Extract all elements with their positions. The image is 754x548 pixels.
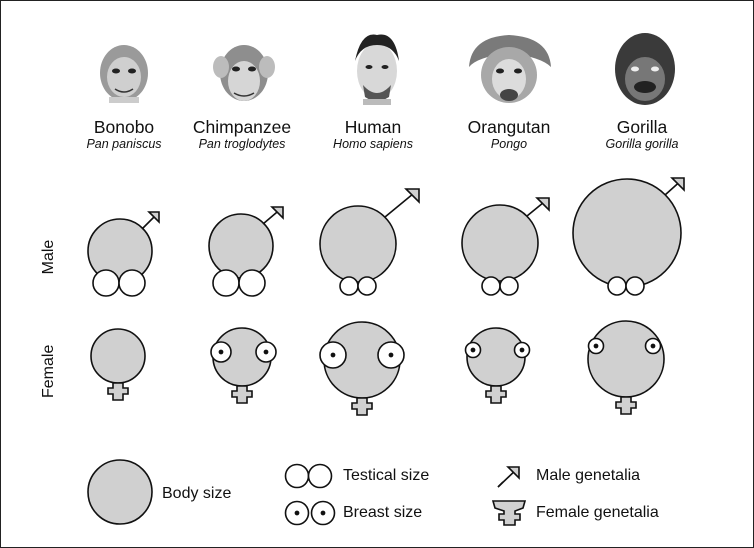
legend-male-genitalia-icon bbox=[497, 466, 520, 488]
legend-graphics bbox=[87, 459, 527, 526]
species-sci-chimpanzee: Pan troglodytes bbox=[198, 137, 286, 151]
row-label-male: Male bbox=[40, 239, 57, 275]
species-sci-gorilla: Gorilla gorilla bbox=[605, 137, 679, 151]
species-sci-bonobo: Pan paniscus bbox=[86, 137, 162, 151]
gorilla-male-symbol bbox=[572, 177, 685, 296]
human-male-symbol bbox=[319, 188, 420, 296]
species-name-gorilla: Gorilla bbox=[616, 117, 668, 137]
legend-male-genitalia-label: Male genetalia bbox=[536, 467, 641, 484]
human-female-symbol bbox=[319, 321, 405, 416]
species-name-chimpanzee: Chimpanzee bbox=[192, 117, 292, 137]
bonobo-portrait bbox=[100, 45, 148, 103]
species-name-bonobo: Bonobo bbox=[93, 117, 155, 137]
orangutan-male-symbol bbox=[461, 197, 550, 296]
legend-breast-icon bbox=[284, 500, 336, 526]
legend-body-size-label: Body size bbox=[162, 485, 232, 502]
orangutan-portrait bbox=[469, 35, 551, 103]
gorilla-female-symbol bbox=[587, 320, 665, 415]
orangutan-female-symbol bbox=[464, 327, 531, 404]
species-name-human: Human bbox=[344, 117, 402, 137]
species-sci-orangutan: Pongo bbox=[490, 137, 528, 151]
legend-female-genitalia-label: Female genetalia bbox=[536, 504, 659, 521]
female-symbols bbox=[90, 320, 665, 416]
chimpanzee-portrait bbox=[213, 45, 275, 101]
bonobo-male-symbol bbox=[87, 211, 160, 297]
species-sci-human: Homo sapiens bbox=[333, 137, 413, 151]
row-label-female: Female bbox=[40, 344, 57, 398]
legend-breast-label: Breast size bbox=[343, 504, 423, 521]
legend-testical-icon bbox=[284, 463, 333, 489]
human-portrait bbox=[355, 34, 399, 105]
chimpanzee-female-symbol bbox=[210, 327, 277, 404]
male-symbols bbox=[87, 177, 685, 297]
legend-female-genitalia-icon bbox=[491, 500, 527, 526]
legend-testical-label: Testical size bbox=[343, 467, 430, 484]
species-name-orangutan: Orangutan bbox=[467, 117, 551, 137]
bonobo-female-symbol bbox=[90, 328, 146, 401]
legend-body-size-icon bbox=[87, 459, 153, 525]
gorilla-portrait bbox=[615, 33, 675, 105]
chimpanzee-male-symbol bbox=[208, 206, 284, 297]
